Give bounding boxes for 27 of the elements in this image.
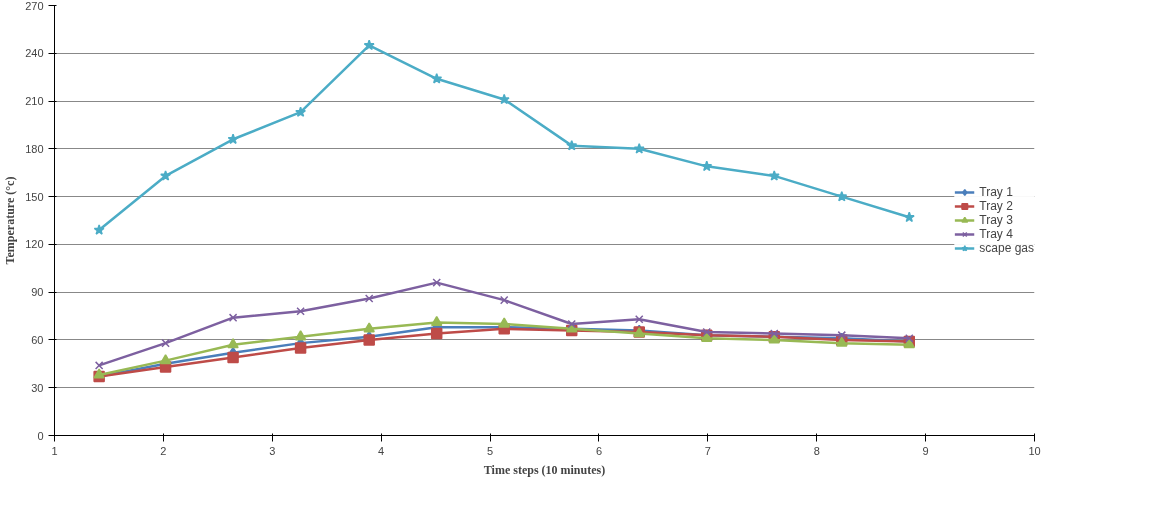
y-tick-label: 180: [25, 142, 44, 155]
x-axis-title: Time steps (10 minutes): [483, 462, 606, 477]
y-tick-label: 0: [37, 429, 44, 442]
y-tick-label: 210: [25, 95, 44, 108]
legend-label: scape gas: [979, 241, 1034, 255]
y-axis-title: Temperature (°c): [3, 176, 18, 265]
x-tick-label: 10: [1028, 444, 1041, 457]
x-tick-label: 8: [813, 444, 820, 457]
x-tick-label: 9: [922, 444, 929, 457]
legend-label: Tray 2: [979, 199, 1013, 213]
x-tick-label: 5: [487, 444, 494, 457]
legend-label: Tray 3: [979, 213, 1013, 227]
x-tick-label: 4: [378, 444, 385, 457]
y-tick-label: 30: [31, 381, 44, 394]
y-tick-label: 90: [31, 286, 44, 299]
y-tick-label: 150: [25, 190, 44, 203]
x-tick-label: 6: [595, 444, 603, 457]
y-tick-label: 120: [25, 238, 44, 251]
x-tick-label: 1: [51, 444, 58, 457]
x-tick-label: 3: [269, 444, 276, 457]
x-tick-label: 2: [160, 444, 167, 457]
legend-label: Tray 4: [979, 227, 1013, 241]
y-tick-label: 270: [25, 0, 44, 12]
y-tick-label: 240: [25, 47, 44, 60]
x-tick-label: 7: [704, 444, 711, 457]
legend-label: Tray 1: [979, 185, 1013, 199]
y-tick-label: 60: [31, 333, 44, 346]
